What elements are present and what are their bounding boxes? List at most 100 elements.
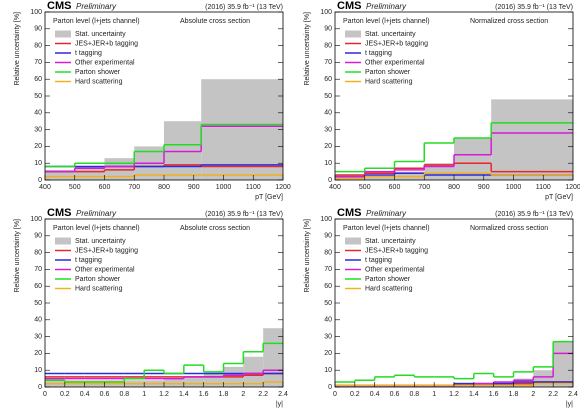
x-axis-label: |y| — [566, 401, 573, 408]
legend-label: JES+JER+b tagging — [75, 40, 138, 47]
y-tick-label: 20 — [324, 143, 332, 150]
legend-label: Other experimental — [75, 266, 135, 273]
lumi-label: (2016) 35.9 fb⁻¹ (13 TeV) — [205, 211, 283, 218]
y-tick-label: 70 — [324, 266, 332, 273]
y-tick-label: 100 — [320, 9, 332, 16]
legend-swatch — [345, 30, 361, 38]
channel-label: Parton level (l+jets channel) — [343, 225, 430, 232]
x-tick-label: 2 — [531, 391, 535, 398]
stat-band — [354, 385, 375, 387]
y-tick-label: 0 — [328, 384, 332, 391]
annotation: Normalized cross section — [470, 225, 548, 232]
legend-swatch — [55, 237, 71, 245]
x-tick-label: 1.8 — [509, 391, 519, 398]
y-tick-label: 40 — [34, 317, 42, 324]
legend-label: t tagging — [365, 257, 392, 264]
legend-label: Stat. uncertainty — [365, 238, 416, 245]
channel-label: Parton level (l+jets channel) — [53, 225, 140, 232]
stat-band — [203, 373, 224, 387]
stat-band — [164, 121, 202, 180]
x-tick-label: 400 — [39, 184, 51, 191]
x-tick-label: 0 — [43, 391, 47, 398]
y-tick-label: 20 — [34, 350, 42, 357]
y-tick-label: 30 — [34, 126, 42, 133]
y-tick-label: 20 — [324, 350, 332, 357]
preliminary-label: Preliminary — [76, 2, 117, 11]
legend-label: Hard scattering — [75, 78, 123, 85]
stat-band — [533, 370, 554, 387]
x-tick-label: 2.2 — [258, 391, 268, 398]
y-tick-label: 70 — [324, 59, 332, 66]
y-tick-label: 40 — [34, 110, 42, 117]
x-tick-label: 0.2 — [60, 391, 70, 398]
legend-label: JES+JER+b tagging — [75, 247, 138, 254]
legend-label: t tagging — [75, 50, 102, 57]
stat-band — [183, 376, 204, 387]
x-tick-label: 0.6 — [390, 391, 400, 398]
stat-band — [335, 385, 355, 387]
y-tick-label: 30 — [324, 126, 332, 133]
x-tick-label: 1100 — [246, 184, 261, 191]
x-tick-label: 0.8 — [119, 391, 129, 398]
legend-swatch — [55, 30, 71, 38]
stat-band — [394, 385, 415, 387]
x-tick-label: 900 — [478, 184, 490, 191]
y-tick-label: 90 — [34, 233, 42, 240]
x-tick-label: 1.6 — [489, 391, 499, 398]
stat-band — [364, 174, 395, 180]
y-tick-label: 60 — [34, 283, 42, 290]
y-tick-label: 50 — [324, 300, 332, 307]
legend-label: Hard scattering — [75, 285, 123, 292]
x-tick-label: 2.4 — [278, 391, 288, 398]
y-tick-label: 0 — [328, 177, 332, 184]
stat-band — [201, 79, 283, 180]
preliminary-label: Preliminary — [366, 2, 407, 11]
x-tick-label: 1.8 — [219, 391, 229, 398]
stat-band — [374, 385, 395, 387]
x-tick-label: 2.2 — [548, 391, 558, 398]
x-tick-label: 600 — [389, 184, 401, 191]
channel-label: Parton level (l+jets channel) — [53, 18, 140, 25]
x-tick-label: 1.2 — [449, 391, 459, 398]
y-tick-label: 60 — [324, 283, 332, 290]
legend-label: Parton shower — [75, 69, 121, 76]
y-tick-label: 50 — [34, 300, 42, 307]
x-tick-label: 1200 — [275, 184, 291, 191]
x-tick-label: 900 — [188, 184, 200, 191]
y-tick-label: 20 — [34, 143, 42, 150]
legend-label: Stat. uncertainty — [75, 31, 126, 38]
x-tick-label: 1.4 — [179, 391, 189, 398]
y-tick-label: 0 — [38, 177, 42, 184]
x-tick-label: 1 — [432, 391, 436, 398]
stat-band — [243, 356, 264, 387]
lumi-label: (2016) 35.9 fb⁻¹ (13 TeV) — [495, 4, 573, 11]
y-tick-label: 70 — [34, 59, 42, 66]
y-tick-label: 30 — [34, 333, 42, 340]
legend-label: Hard scattering — [365, 285, 413, 292]
x-tick-label: 1.4 — [469, 391, 479, 398]
stat-band — [414, 385, 435, 387]
y-tick-label: 10 — [34, 160, 42, 167]
stat-band — [513, 378, 534, 387]
y-tick-label: 60 — [324, 76, 332, 83]
y-tick-label: 100 — [320, 216, 332, 223]
legend-label: JES+JER+b tagging — [365, 247, 428, 254]
stat-band — [493, 381, 514, 387]
legend-label: Parton shower — [365, 69, 411, 76]
annotation: Normalized cross section — [470, 18, 548, 25]
y-tick-label: 100 — [30, 216, 42, 223]
x-tick-label: 1.2 — [159, 391, 169, 398]
x-tick-label: 1000 — [216, 184, 232, 191]
legend-label: Stat. uncertainty — [75, 238, 126, 245]
y-tick-label: 10 — [324, 160, 332, 167]
x-tick-label: 0.4 — [80, 391, 90, 398]
y-tick-label: 70 — [34, 266, 42, 273]
cms-label: CMS — [47, 207, 71, 219]
stat-band — [164, 378, 184, 387]
x-tick-label: 800 — [448, 184, 460, 191]
lumi-label: (2016) 35.9 fb⁻¹ (13 TeV) — [205, 4, 283, 11]
stat-band — [263, 328, 283, 387]
y-tick-label: 30 — [324, 333, 332, 340]
annotation: Absolute cross section — [180, 225, 250, 232]
